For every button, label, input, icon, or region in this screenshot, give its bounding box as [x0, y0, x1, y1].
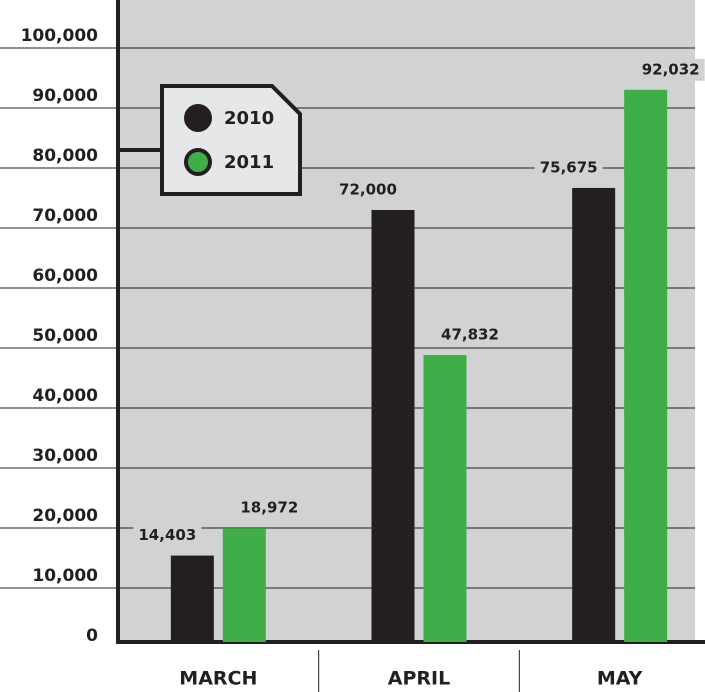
legend-label: 2011: [224, 152, 274, 173]
legend-swatch: [184, 148, 212, 176]
y-tick-label: 10,000: [32, 566, 98, 586]
y-tick-label: 90,000: [32, 86, 98, 106]
value-label: 92,032: [642, 60, 700, 78]
value-label-background: [235, 497, 304, 520]
value-label: 14,403: [138, 526, 196, 544]
y-tick-label: 50,000: [32, 326, 98, 346]
legend-swatch: [184, 104, 212, 132]
x-tick-label: MARCH: [179, 668, 257, 690]
y-tick-label: 70,000: [32, 206, 98, 226]
bar: [572, 187, 616, 642]
bar: [170, 555, 214, 642]
bar: [423, 355, 467, 642]
value-label: 75,675: [540, 158, 598, 176]
value-label-background: [334, 179, 402, 201]
bar: [222, 528, 266, 642]
value-label: 18,972: [240, 499, 298, 517]
value-label-background: [133, 524, 202, 547]
legend-box: [160, 84, 302, 196]
value-label: 47,832: [441, 326, 499, 344]
y-tick-label: 40,000: [32, 386, 98, 406]
x-tick-label: APRIL: [388, 668, 450, 690]
y-tick-label: 30,000: [32, 446, 98, 466]
bar: [624, 89, 668, 643]
value-label: 72,000: [339, 181, 397, 199]
y-tick-label: 0: [86, 626, 98, 646]
y-tick-label: 100,000: [21, 26, 99, 46]
y-tick-label: 80,000: [32, 146, 98, 166]
value-label-background: [436, 324, 504, 347]
y-tick-label: 60,000: [32, 266, 98, 286]
bar: [371, 210, 415, 642]
y-tick-label: 20,000: [32, 506, 98, 526]
value-label-background: [534, 156, 603, 179]
legend-label: 2010: [224, 108, 274, 129]
x-tick-label: MAY: [597, 668, 643, 690]
value-label-background: [636, 58, 705, 81]
